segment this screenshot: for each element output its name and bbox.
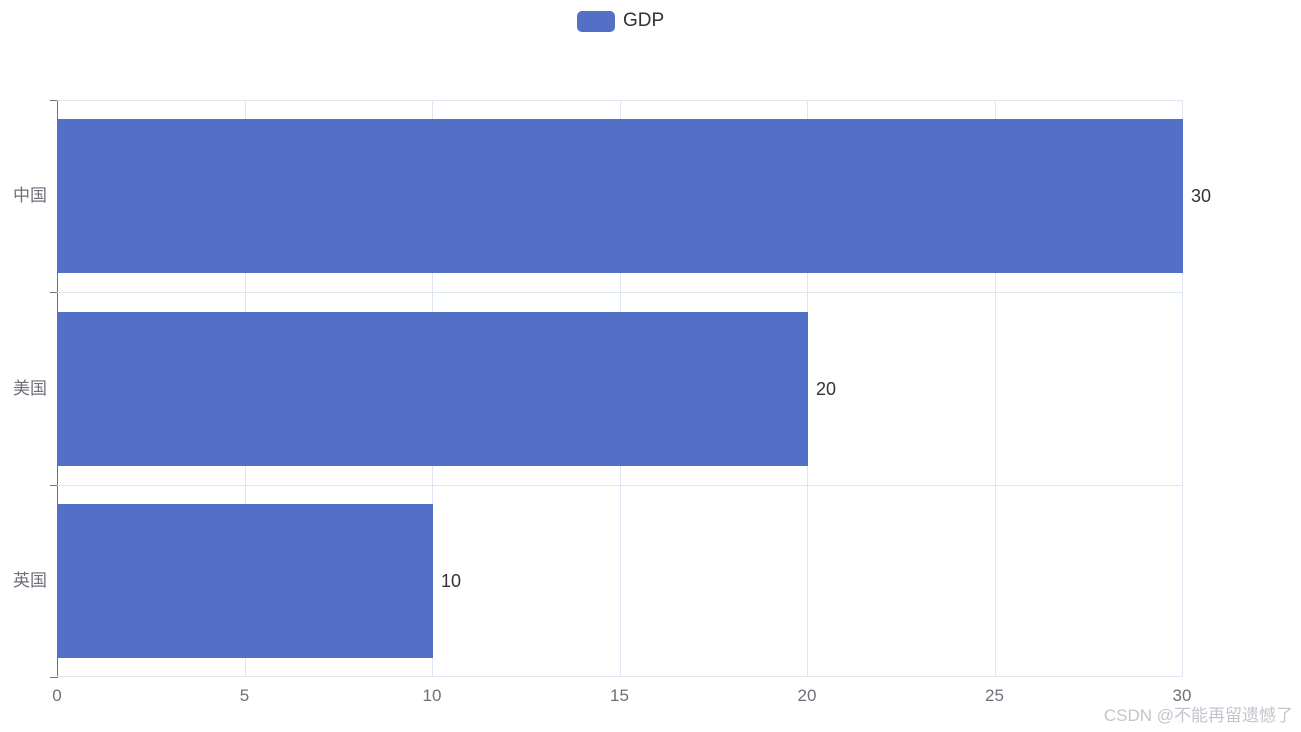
plot-area: 30 20 10 [50,100,1211,678]
x-axis-tick-label: 25 [985,686,1004,705]
bar-value-label-美国: 20 [816,378,837,399]
y-axis-tick [50,292,57,293]
bar-美国[interactable] [58,311,808,466]
bar-value-label-中国: 30 [1191,186,1212,207]
x-axis-tick-label: 30 [1172,686,1192,705]
grid-line-horizontal [57,100,1182,101]
legend-gdp-swatch-icon [577,10,615,32]
bar-英国[interactable] [58,503,433,658]
grid-line-vertical [995,100,996,677]
legend-gdp-label: GDP [623,10,665,31]
legend-item-gdp[interactable]: GDP [577,10,664,32]
grid-line-horizontal [57,676,1182,677]
x-axis-tick-label: 20 [797,686,817,705]
y-axis-tick [50,485,57,486]
x-axis-tick-label: 10 [422,686,442,705]
grid-line-horizontal [57,292,1182,293]
grid-line-vertical [1182,100,1183,677]
watermark: CSDN @不能再留遗憾了 [1103,706,1293,725]
x-axis-tick-label: 0 [52,686,62,705]
y-axis-label-英国: 英国 [13,570,47,590]
bar-value-label-英国: 10 [441,570,462,591]
y-axis-tick [50,677,57,678]
grid-line-horizontal [57,485,1182,486]
y-axis-tick [50,100,57,101]
x-axis-tick-label: 15 [610,686,629,705]
y-axis-label-美国: 美国 [13,378,47,398]
y-axis-line [57,100,58,678]
x-axis-tick-label: 5 [239,686,250,705]
bar-中国[interactable] [58,119,1183,274]
y-axis-label-中国: 中国 [13,186,47,206]
